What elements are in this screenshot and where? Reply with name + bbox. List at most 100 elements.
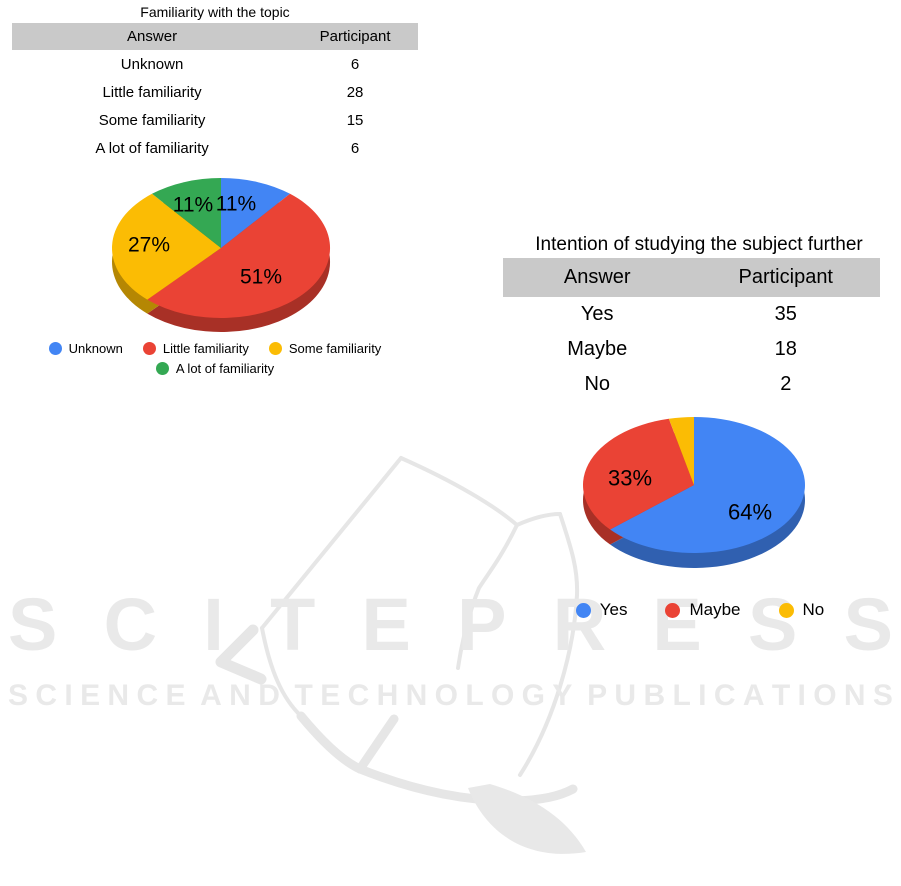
watermark-letter: E: [320, 679, 341, 712]
watermark-letter: E: [165, 679, 186, 712]
watermark-letter: E: [80, 679, 101, 712]
watermark-letter: I: [698, 679, 707, 712]
table-header-row: Answer Participant: [12, 23, 418, 50]
familiarity-pie-chart: 11%51%27%11%: [112, 178, 331, 333]
watermark-letter: R: [552, 583, 607, 666]
watermark-letter: S: [843, 583, 893, 666]
table-cell: Some familiarity: [98, 111, 206, 129]
table-header-row: Answer Participant: [503, 258, 880, 297]
pie-slice: [147, 193, 331, 319]
pie-percent-label: 27%: [128, 234, 170, 257]
intention-table-head: Answer Participant: [503, 258, 880, 297]
legend-item: No: [778, 600, 825, 620]
table-cell: Yes: [580, 303, 614, 325]
watermark-letter: A: [742, 679, 765, 712]
legend-swatch-icon: [268, 342, 282, 355]
watermark-letter: D: [258, 679, 280, 712]
watermark-letter: L: [465, 679, 484, 712]
legend-row: A lot of familiarity: [155, 361, 275, 376]
table-cell: Unknown: [120, 55, 184, 73]
legend-label: No: [802, 600, 825, 619]
watermark-letter: N: [405, 679, 428, 712]
legend-label: Little familiarity: [162, 341, 249, 356]
watermark-letter: B: [643, 679, 666, 712]
familiarity-table-title: Familiarity with the topic: [140, 4, 290, 20]
table-row: Unknown 6: [12, 50, 418, 78]
watermark-letter: C: [35, 679, 58, 712]
watermark-letter: C: [136, 679, 159, 712]
legend-item: Little familiarity: [142, 341, 249, 356]
familiarity-pie-legend: Unknown Little familiarity Some familiarit…: [10, 341, 420, 376]
intention-pie-chart: 64% 33%: [583, 417, 805, 568]
watermark-letter: U: [614, 679, 637, 712]
pie-slice: [668, 417, 694, 485]
column-header: Answer: [563, 266, 631, 288]
pie-percent-label: 11%: [173, 194, 213, 217]
legend-swatch-icon: [665, 602, 681, 618]
watermark-letter: H: [376, 679, 399, 712]
table-cell: 35: [774, 303, 797, 325]
table-cell: 6: [350, 55, 360, 73]
watermark-letter: N: [843, 679, 866, 712]
watermark-letter: I: [797, 679, 806, 712]
watermark-letter: E: [361, 583, 411, 666]
table-row: Yes 35: [503, 297, 880, 332]
watermark-letter: T: [771, 679, 791, 712]
table-row: Maybe 18: [503, 332, 880, 367]
legend-item: Unknown: [48, 341, 123, 356]
table-cell: 15: [346, 111, 364, 129]
legend-item: Yes: [575, 600, 627, 620]
table-cell: 18: [774, 338, 797, 360]
table-row: Little familiarity 28: [12, 78, 418, 106]
table-row: A lot of familiarity 6: [12, 134, 418, 162]
legend-swatch-icon: [778, 602, 794, 618]
table-row: No 2: [503, 367, 880, 402]
legend-swatch-icon: [155, 362, 169, 375]
table-row: Some familiarity 15: [12, 106, 418, 134]
pie-slice: [583, 418, 694, 530]
legend-label: Some familiarity: [288, 341, 382, 356]
watermark-letter: S: [8, 679, 29, 712]
watermark-letter: I: [64, 679, 73, 712]
table-cell: 28: [346, 83, 364, 101]
pie-slice: [152, 178, 221, 248]
legend-row: Yes Maybe No: [575, 600, 825, 620]
watermark-letter: I: [203, 583, 224, 666]
intention-pie-legend: Yes Maybe No: [505, 600, 895, 620]
watermark-letter: Y: [552, 679, 573, 712]
watermark-letter: T: [270, 583, 316, 666]
intention-table-title: Intention of studying the subject furthe…: [535, 234, 863, 255]
legend-item: A lot of familiarity: [155, 361, 275, 376]
watermark-letter: N: [229, 679, 251, 712]
watermark-letter: C: [713, 679, 736, 712]
watermark-letter: T: [294, 679, 313, 712]
table-cell: Maybe: [567, 338, 628, 360]
table-cell: No: [584, 373, 611, 395]
legend-swatch-icon: [575, 602, 591, 618]
legend-swatch-icon: [48, 342, 62, 355]
watermark-letter: O: [813, 679, 837, 712]
watermark-letter: G: [521, 679, 546, 712]
pie-percent-label: 51%: [240, 266, 282, 289]
column-header: Participant: [738, 266, 834, 288]
watermark-letter: C: [347, 679, 370, 712]
pie-slice: [221, 178, 290, 248]
watermark-letter: A: [200, 679, 222, 712]
pie-slice: [610, 417, 805, 553]
watermark-letter: S: [747, 583, 798, 666]
legend-label: A lot of familiarity: [175, 361, 275, 376]
familiarity-table-body: Unknown 6 Little familiarity 28 Some familia…: [12, 50, 418, 162]
familiarity-table: Answer Participant Unknown 6 Little familia…: [12, 23, 418, 162]
intention-table: Answer Participant Yes 35 Maybe 18 No 2: [503, 258, 880, 402]
watermark-letter: S: [8, 583, 58, 666]
familiarity-table-head: Answer Participant: [12, 23, 418, 50]
legend-label: Maybe: [689, 600, 741, 619]
watermark-letter: S: [872, 679, 893, 712]
table-cell: Little familiarity: [102, 83, 202, 101]
legend-label: Unknown: [68, 341, 123, 356]
watermark-letter: P: [587, 679, 608, 712]
watermark-letter: E: [652, 583, 702, 666]
watermark-letter: O: [490, 679, 515, 712]
